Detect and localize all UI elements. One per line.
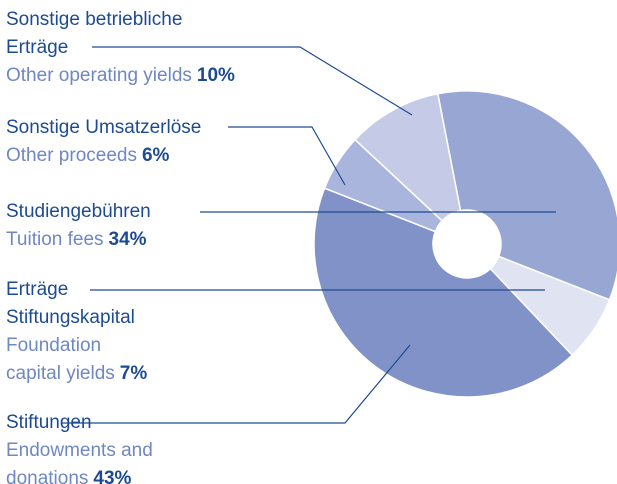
leader-line: [62, 344, 411, 424]
label-en-text: Other proceeds: [6, 145, 137, 166]
donut-segment: [436, 90, 617, 301]
label-en-text: capital yields: [6, 363, 115, 384]
leader-line: [228, 126, 346, 186]
label-en-text: donations: [6, 468, 88, 484]
label-de: Sonstige Umsatzerlöse: [6, 117, 201, 138]
label-de: Sonstige betriebliche: [6, 9, 182, 30]
label-en: donations 43%: [6, 468, 132, 484]
value-label: 34%: [109, 229, 147, 250]
label-en-text: Endowments and: [6, 440, 153, 461]
label-en: Tuition fees 34%: [6, 229, 147, 250]
value-label: 7%: [120, 363, 148, 384]
label-en-text: Foundation: [6, 335, 101, 356]
label-en: Endowments and: [6, 440, 153, 461]
label-en: Foundation: [6, 335, 101, 356]
label-en: Other operating yields 10%: [6, 65, 235, 86]
leader-line: [92, 46, 413, 116]
value-label: 43%: [93, 468, 131, 484]
label-de: Studiengebühren: [6, 201, 151, 222]
donut-segment: [354, 92, 462, 222]
label-en: Other proceeds 6%: [6, 145, 170, 166]
donut-segment: [313, 187, 574, 398]
label-de: Stiftungen: [6, 412, 92, 433]
label-de: Erträge: [6, 279, 68, 300]
label-de: Stiftungskapital: [6, 307, 135, 328]
label-de: Erträge: [6, 37, 68, 58]
value-label: 10%: [197, 65, 235, 86]
value-label: 6%: [142, 145, 170, 166]
label-en-text: Other operating yields: [6, 65, 192, 86]
label-en-text: Tuition fees: [6, 229, 104, 250]
label-en: capital yields 7%: [6, 363, 147, 384]
